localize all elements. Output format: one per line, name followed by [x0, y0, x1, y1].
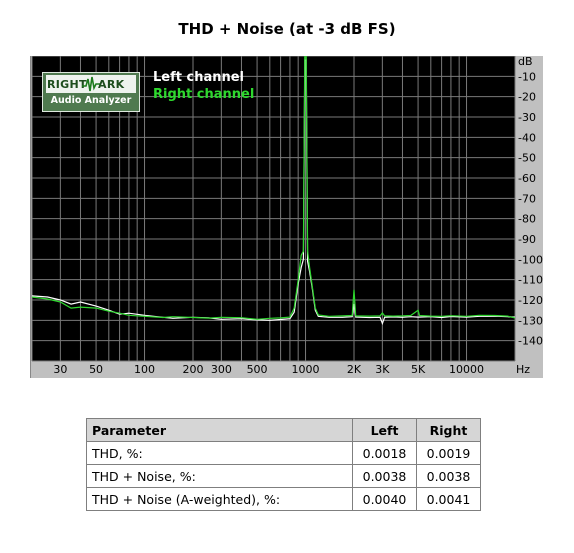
logo-subtitle: Audio Analyzer [50, 95, 132, 106]
y-tick-label: -90 [518, 233, 536, 246]
header-parameter: Parameter [86, 418, 353, 442]
x-tick-label: 1000 [292, 363, 320, 376]
x-tick-label: 3K [375, 363, 390, 376]
rightmark-logo: RIGHT ARK Audio Analyzer [42, 72, 140, 112]
row-label: THD + Noise (A-weighted), %: [86, 487, 353, 511]
y-tick-label: -120 [518, 294, 543, 307]
table-header-row: Parameter Left Right [86, 418, 481, 442]
y-tick-label: -110 [518, 274, 543, 287]
row-left-value: 0.0038 [352, 464, 417, 488]
x-tick-label: 200 [183, 363, 204, 376]
row-right-value: 0.0038 [416, 464, 481, 488]
y-tick-label: -10 [518, 70, 536, 83]
y-tick-label: -140 [518, 335, 543, 348]
x-tick-label: 10000 [449, 363, 484, 376]
x-tick-label: 100 [134, 363, 155, 376]
x-tick-label: 500 [247, 363, 268, 376]
row-right-value: 0.0041 [416, 487, 481, 511]
x-axis-unit: Hz [516, 363, 530, 376]
table-row: THD + Noise, %: 0.0038 0.0038 [86, 464, 481, 488]
y-tick-label: -70 [518, 192, 536, 205]
legend-left-channel: Left channel [153, 70, 245, 85]
legend-right-channel: Right channel [153, 87, 255, 102]
y-tick-label: -30 [518, 111, 536, 124]
x-tick-label: 30 [53, 363, 67, 376]
chart-frame: dB -10 -20 -30 -40 -50 -60 -70 -80 -90 -100 -110 -12… [30, 56, 543, 378]
y-tick-label: -60 [518, 172, 536, 185]
plot-svg: dB -10 -20 -30 -40 -50 -60 -70 -80 -90 -100 -110 -12… [31, 56, 543, 376]
logo-text-right: RIGHT [47, 78, 87, 91]
logo-top-band: RIGHT ARK [46, 75, 136, 93]
chart-title: THD + Noise (at -3 dB FS) [178, 20, 396, 38]
y-axis-unit: dB [518, 56, 533, 68]
table-row: THD, %: 0.0018 0.0019 [86, 441, 481, 465]
y-tick-label: -20 [518, 91, 536, 104]
header-left: Left [352, 418, 417, 442]
row-label: THD + Noise, %: [86, 464, 353, 488]
y-tick-label: -40 [518, 131, 536, 144]
series-line-right-channel [31, 56, 516, 320]
row-label: THD, %: [86, 441, 353, 465]
parameter-table: Parameter Left Right THD, %: 0.0018 0.00… [86, 418, 481, 511]
x-tick-label: 5K [411, 363, 426, 376]
y-tick-label: -80 [518, 213, 536, 226]
row-left-value: 0.0018 [352, 441, 417, 465]
table-row: THD + Noise (A-weighted), %: 0.0040 0.00… [86, 487, 481, 511]
y-tick-label: -130 [518, 314, 543, 327]
logo-text-ark: ARK [98, 78, 125, 91]
row-left-value: 0.0040 [352, 487, 417, 511]
waveform-icon [82, 76, 100, 92]
x-tick-label: 2K [347, 363, 362, 376]
row-right-value: 0.0019 [416, 441, 481, 465]
y-tick-label: -50 [518, 152, 536, 165]
x-tick-label: 300 [211, 363, 232, 376]
y-tick-label: -100 [518, 253, 543, 266]
header-right: Right [416, 418, 481, 442]
x-tick-label: 50 [89, 363, 103, 376]
